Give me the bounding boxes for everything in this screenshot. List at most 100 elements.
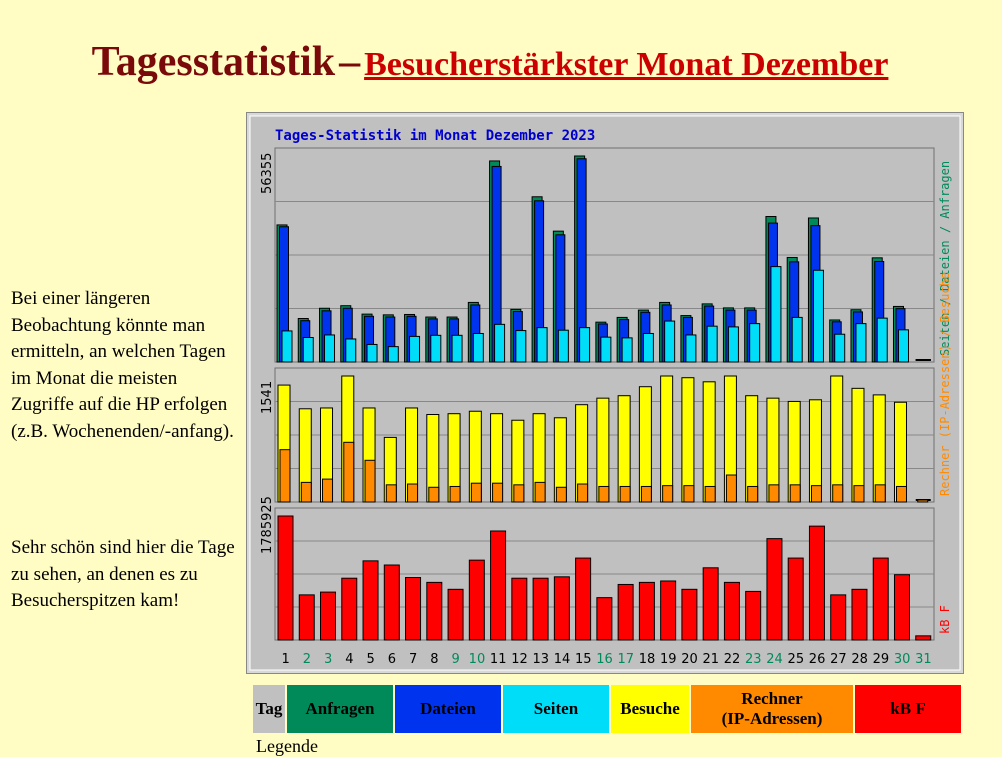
bar-rechner-day-31 [917,499,929,503]
x-tick-label: 3 [324,652,332,667]
bar-rechner-day-30 [895,485,907,503]
panel-3-max-label: 1785925 [260,496,275,554]
bar-seiten-day-10 [472,332,484,363]
x-tick-label: 11 [490,652,507,667]
bar-kbf-day-21 [702,567,719,641]
bar-rechner-day-1 [279,449,291,503]
bar-seiten-day-14 [557,329,569,363]
x-tick-label: 22 [724,652,741,667]
bar-kbf-day-16 [596,597,613,641]
legend-item: Anfragen [287,685,393,733]
bar-rechner-day-6 [385,484,397,503]
x-tick-label: 8 [430,652,438,667]
bar-seiten-day-23 [749,323,761,363]
bar-kbf-day-24 [766,538,783,641]
bar-rechner-day-20 [683,485,695,503]
bar-seiten-day-5 [366,343,378,363]
bar-kbf-day-29 [872,557,889,641]
bar-seiten-day-4 [345,338,357,363]
title-main: Tagesstatistik [91,39,336,85]
panel-3-series-label: kB F [938,605,952,634]
bar-seiten-day-6 [387,346,399,363]
x-tick-label: 10 [469,652,486,667]
x-tick-label: 1 [281,652,289,667]
bar-rechner-day-29 [874,484,886,503]
bar-rechner-day-7 [407,483,419,503]
bar-seiten-day-15 [579,327,591,363]
bar-seiten-day-21 [706,325,718,363]
bar-rechner-day-4 [343,441,355,503]
x-tick-label: 20 [681,652,698,667]
bar-seiten-day-12 [515,330,527,363]
bar-kbf-day-20 [681,588,698,641]
bar-rechner-day-22 [725,474,737,503]
x-tick-label: 26 [809,652,826,667]
bar-rechner-day-16 [598,485,610,503]
bar-rechner-day-10 [470,482,482,503]
bar-seiten-day-22 [727,326,739,363]
bar-kbf-day-18 [638,581,655,641]
bar-kbf-day-11 [490,530,507,641]
x-tick-label: 29 [873,652,890,667]
bar-besuche-day-27 [830,375,844,503]
bar-kbf-day-8 [426,581,443,641]
x-tick-label: 2 [303,652,311,667]
bar-kbf-day-26 [808,525,825,641]
bar-seiten-day-30 [897,329,909,363]
legend-item: Seiten [503,685,609,733]
panel-1-series-label: Seiten / Dateien / Anfragen [938,161,952,356]
bar-kbf-day-3 [320,591,337,641]
bar-seiten-day-29 [876,317,888,363]
bar-seiten-day-8 [430,334,442,363]
bar-kbf-day-28 [851,588,868,641]
bar-kbf-day-14 [553,576,570,641]
description-paragraph-2: Sehr schön sind hier die Tage zu sehen, … [11,537,235,611]
bar-rechner-day-13 [534,481,546,503]
bar-kbf-day-31 [915,635,932,641]
bar-besuche-day-19 [660,375,674,503]
x-tick-label: 23 [745,652,762,667]
bar-rechner-day-27 [832,484,844,503]
bar-kbf-day-13 [532,577,549,641]
page-title: Tagesstatistik – Besucherstärkster Monat… [0,38,980,86]
bar-rechner-day-23 [747,485,759,503]
bar-rechner-day-2 [300,481,312,503]
legend-item: Dateien [395,685,501,733]
bar-kbf-day-15 [575,557,592,641]
bar-seiten-day-7 [409,335,421,363]
x-tick-label: 7 [409,652,417,667]
bar-seiten-day-9 [451,334,463,363]
x-tick-label: 24 [766,652,783,667]
bar-kbf-day-4 [341,577,358,641]
bar-rechner-day-19 [662,485,674,503]
bar-kbf-day-22 [723,581,740,641]
bar-rechner-day-28 [853,485,865,503]
x-tick-label: 19 [660,652,677,667]
title-subtitle: Besucherstärkster Monat Dezember [364,46,889,83]
bar-kbf-day-12 [511,577,528,641]
bar-seiten-day-31 [915,359,931,361]
description-paragraph-1: Bei einer längeren Beobachtung könnte ma… [11,288,234,442]
chart-legend: Tag Anfragen Dateien Seiten Besuche Rechner (… [253,685,963,733]
bar-rechner-day-25 [789,484,801,503]
bar-rechner-day-14 [555,486,567,503]
bar-kbf-day-30 [893,574,910,641]
x-tick-label: 14 [554,652,571,667]
legend-item: Tag [253,685,285,733]
bar-besuche-day-18 [638,386,652,503]
x-tick-label: 17 [617,652,634,667]
legend-item: kB F [855,685,961,733]
bar-seiten-day-19 [664,320,676,363]
bar-besuche-day-28 [851,387,865,503]
legend-item: Besuche [611,685,689,733]
bar-seiten-day-18 [642,332,654,363]
title-dash: – [339,39,361,85]
x-tick-label: 6 [388,652,396,667]
bar-seiten-day-17 [621,337,633,363]
x-tick-label: 28 [851,652,868,667]
chart-svg: Tages-Statistik im Monat Dezember 202356… [245,111,965,675]
bar-seiten-day-25 [791,316,803,363]
daily-statistics-chart: Tages-Statistik im Monat Dezember 2023 56… [245,111,965,675]
bar-rechner-day-3 [322,478,334,503]
bar-kbf-day-23 [745,590,762,641]
